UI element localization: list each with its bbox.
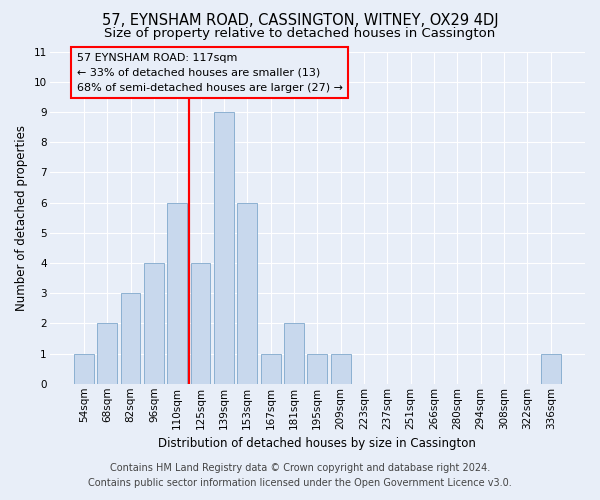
X-axis label: Distribution of detached houses by size in Cassington: Distribution of detached houses by size … [158,437,476,450]
Bar [214,112,234,384]
Bar [144,263,164,384]
Text: Size of property relative to detached houses in Cassington: Size of property relative to detached ho… [104,28,496,40]
Bar [238,202,257,384]
Y-axis label: Number of detached properties: Number of detached properties [15,124,28,310]
Bar [307,354,327,384]
Text: 57 EYNSHAM ROAD: 117sqm
← 33% of detached houses are smaller (13)
68% of semi-de: 57 EYNSHAM ROAD: 117sqm ← 33% of detache… [77,53,343,92]
Bar [541,354,560,384]
Bar [121,293,140,384]
Bar [97,324,117,384]
Bar [260,354,281,384]
Text: 57, EYNSHAM ROAD, CASSINGTON, WITNEY, OX29 4DJ: 57, EYNSHAM ROAD, CASSINGTON, WITNEY, OX… [101,12,499,28]
Bar [167,202,187,384]
Bar [331,354,350,384]
Bar [284,324,304,384]
Bar [191,263,211,384]
Bar [74,354,94,384]
Text: Contains HM Land Registry data © Crown copyright and database right 2024.
Contai: Contains HM Land Registry data © Crown c… [88,462,512,487]
